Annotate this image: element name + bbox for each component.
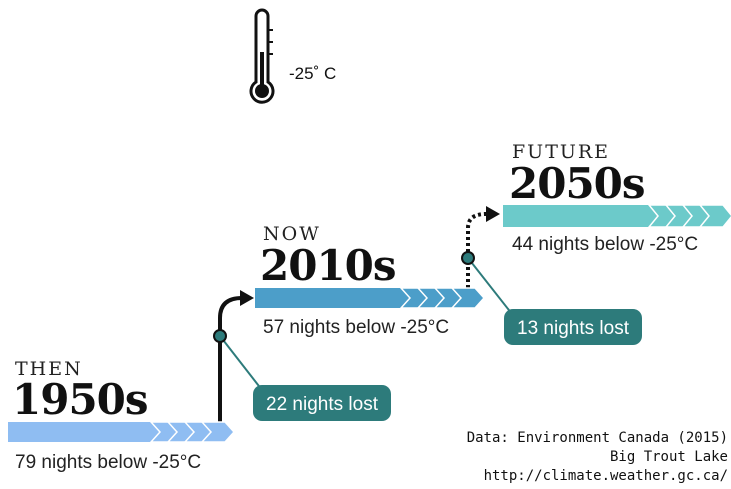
callout-text: 22 nights lost — [266, 394, 379, 415]
thermometer-bulb — [255, 84, 269, 98]
callout-box — [504, 309, 642, 345]
callout-box — [253, 385, 391, 421]
chevron — [200, 421, 236, 443]
era-label: FUTURE — [512, 141, 610, 163]
thermometer — [249, 8, 275, 104]
callout-dot — [461, 251, 475, 265]
thermometer-outline — [249, 8, 275, 104]
decade-label: 1950s — [12, 375, 148, 424]
era-label: THEN — [15, 358, 83, 380]
source: Data: Environment Canada (2015) — [467, 430, 728, 446]
nights-label: 57 nights below -25°C — [263, 317, 449, 338]
chevron — [450, 287, 486, 309]
arrowhead — [486, 206, 500, 222]
nights-label: 44 nights below -25°C — [512, 234, 698, 255]
source: Big Trout Lake — [610, 449, 728, 465]
source: http://climate.weather.gc.ca/ — [484, 468, 728, 484]
callout-dot — [213, 329, 227, 343]
callout-line — [467, 257, 513, 315]
decade-label: 2050s — [509, 159, 645, 208]
callout-line — [219, 335, 263, 391]
nights-label: 79 nights below -25°C — [15, 452, 201, 473]
arrowhead — [240, 290, 254, 306]
chevron — [698, 204, 731, 228]
timeline-bar — [8, 422, 160, 442]
thermometer-label: -25˚ C — [289, 64, 336, 83]
connector — [218, 296, 243, 422]
decade-label: 2010s — [260, 241, 396, 290]
era-label: NOW — [263, 223, 321, 245]
timeline-bar — [503, 205, 658, 227]
timeline-bar — [255, 288, 410, 308]
connector — [466, 212, 487, 288]
callout-text: 13 nights lost — [517, 318, 630, 339]
